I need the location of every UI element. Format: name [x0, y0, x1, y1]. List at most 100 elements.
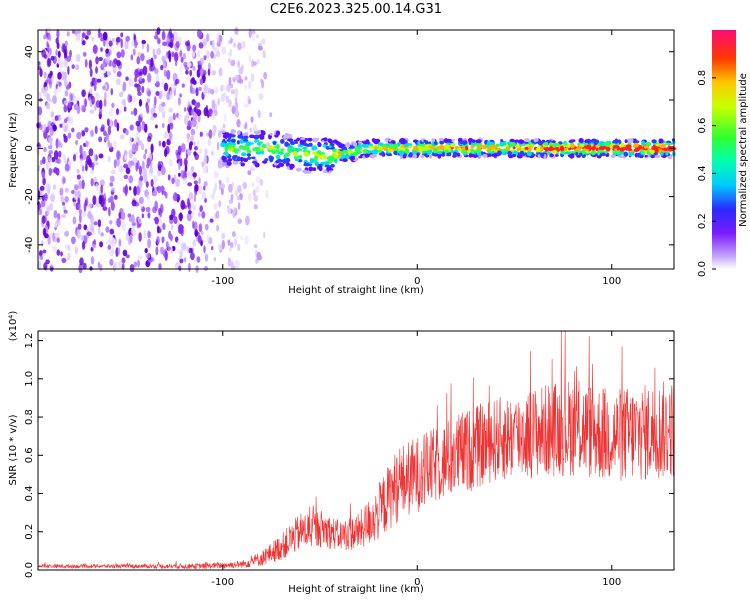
- spectrogram-noise-cell: [100, 47, 103, 52]
- spectrogram-noise-cell: [196, 69, 201, 78]
- spectrogram-signal-cell: [437, 150, 443, 155]
- spectrogram-signal-cell: [349, 156, 355, 161]
- spectrogram-signal-cell: [584, 139, 589, 143]
- spectrogram-signal-cell: [432, 148, 439, 154]
- spectrogram-noise-cell: [128, 149, 134, 159]
- spectrogram-signal-cell: [531, 153, 536, 157]
- x-tick-label: -100: [211, 577, 234, 588]
- spectrogram-signal-cell: [644, 154, 648, 158]
- spectrogram-signal-cell: [280, 148, 285, 152]
- spectrogram-signal-cell: [448, 138, 452, 143]
- spectrogram-noise-cell: [41, 215, 46, 225]
- spectrogram-noise-cell: [138, 71, 143, 76]
- spectrogram-noise-cell: [248, 80, 252, 90]
- spectrogram-signal-cell: [399, 154, 403, 160]
- spectrogram-noise-cell: [48, 136, 53, 144]
- spectrogram-noise-cell: [209, 218, 214, 223]
- spectrogram-signal-cell: [450, 143, 455, 148]
- spectrogram-noise-cell: [101, 62, 105, 68]
- spectrogram-noise-cell: [139, 200, 143, 205]
- spectrogram-noise-cell: [164, 131, 168, 139]
- spectrogram-noise-cell: [95, 66, 98, 74]
- spectrogram-noise-cell: [59, 116, 62, 121]
- spectrogram-noise-cell: [251, 182, 255, 187]
- spectrogram-noise-cell: [204, 253, 208, 262]
- spectrogram-noise-cell: [123, 163, 129, 169]
- spectrogram-noise-cell: [138, 180, 143, 189]
- spectrogram-noise-cell: [56, 28, 60, 39]
- spectrogram-noise-cell: [109, 175, 115, 183]
- spectrogram-noise-cell: [75, 64, 80, 71]
- spectrogram-noise-cell: [56, 85, 62, 94]
- spectrogram-noise-cell: [230, 89, 236, 95]
- spectrogram-signal-cell: [446, 153, 451, 157]
- spectrogram-signal-cell: [387, 149, 394, 153]
- spectrogram-signal-cell: [578, 138, 584, 143]
- spectrogram-noise-cell: [62, 177, 66, 184]
- spectrogram-noise-cell: [127, 213, 132, 218]
- spectrogram-noise-cell: [135, 120, 141, 127]
- spectrogram-noise-cell: [240, 41, 246, 49]
- spectrogram-noise-cell: [161, 123, 165, 128]
- spectrogram-noise-cell: [163, 92, 167, 98]
- spectrogram-noise-cell: [174, 52, 179, 62]
- colorbar-tick-label: 0.4: [697, 165, 708, 181]
- spectrogram-noise-cell: [194, 184, 199, 192]
- spectrogram-signal-cell: [275, 130, 281, 136]
- spectrogram-noise-cell: [47, 125, 50, 131]
- spectrogram-noise-cell: [48, 150, 54, 155]
- spectrogram-noise-cell: [49, 158, 52, 166]
- spectrogram-signal-cell: [622, 147, 628, 150]
- spectrogram-noise-cell: [158, 140, 162, 147]
- spectrogram-noise-cell: [72, 29, 76, 34]
- spectrogram-signal-cell: [417, 145, 424, 149]
- spectrogram-noise-cell: [108, 142, 113, 149]
- spectrogram-noise-cell: [112, 140, 117, 150]
- spectrogram-noise-cell: [71, 127, 75, 133]
- spectrogram-noise-cell: [250, 116, 254, 123]
- spectrogram-signal-cell: [514, 139, 520, 143]
- spectrogram-signal-cell: [420, 154, 425, 159]
- spectrogram-noise-cell: [102, 31, 108, 41]
- spectrogram-signal-cell: [272, 141, 277, 146]
- spectrogram-noise-cell: [44, 192, 48, 201]
- spectrogram-signal-cell: [444, 149, 450, 153]
- spectrogram-signal-cell: [495, 143, 500, 147]
- spectrogram-noise-cell: [259, 178, 264, 187]
- spectrogram-signal-cell: [507, 150, 512, 156]
- spectrogram-noise-cell: [91, 36, 95, 42]
- spectrogram-signal-cell: [280, 163, 284, 167]
- spectrogram-noise-cell: [73, 96, 78, 103]
- spectrogram-noise-cell: [82, 40, 86, 46]
- spectrogram-signal-cell: [426, 150, 433, 154]
- spectrogram-noise-cell: [205, 132, 210, 137]
- spectrogram-signal-cell: [636, 152, 642, 158]
- spectrogram-signal-cell: [277, 158, 283, 163]
- spectrogram-noise-cell: [206, 33, 210, 42]
- spectrogram-noise-cell: [42, 177, 46, 186]
- spectrogram-noise-cell: [36, 122, 42, 128]
- spectrogram-signal-cell: [618, 155, 624, 159]
- spectrogram-signal-cell: [268, 145, 273, 151]
- spectrogram-noise-cell: [77, 198, 81, 205]
- spectrogram-noise-cell: [75, 151, 78, 157]
- spectrogram-noise-cell: [187, 182, 193, 187]
- spectrogram-noise-cell: [168, 28, 172, 35]
- x-tick-label: 0: [414, 276, 420, 287]
- spectrogram-signal-cell: [549, 142, 553, 147]
- y-tick-label: 0.8: [24, 409, 35, 425]
- spectrogram-noise-cell: [98, 99, 103, 110]
- spectrogram-noise-cell: [263, 71, 268, 80]
- spectrogram-signal-cell: [470, 145, 475, 149]
- spectrogram-noise-cell: [142, 167, 147, 178]
- spectrogram-signal-cell: [300, 137, 306, 141]
- spectrogram-noise-cell: [192, 239, 196, 247]
- spectrogram-noise-cell: [139, 76, 143, 82]
- spectrogram-noise-cell: [60, 195, 64, 203]
- colorbar-ticks: 0.0 0.2 0.4 0.6 0.8: [697, 70, 716, 277]
- spectrogram-noise-cell: [204, 265, 208, 271]
- spectrogram-noise-cell: [221, 232, 226, 240]
- spectrogram-noise-cell: [50, 55, 55, 61]
- spectrogram-noise-cell: [76, 229, 81, 239]
- spectrogram-noise-cell: [104, 136, 109, 142]
